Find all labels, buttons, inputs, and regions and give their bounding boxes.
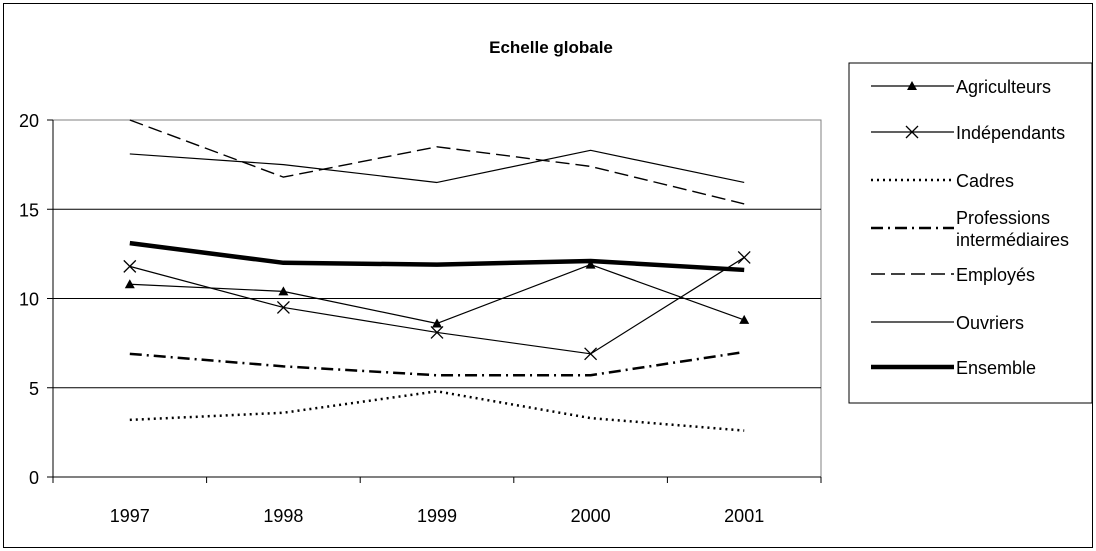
marker-x — [737, 250, 751, 264]
marker-triangle — [739, 314, 750, 324]
marker-x — [905, 125, 919, 139]
legend-box — [848, 62, 1093, 404]
legend-label: Indépendants — [956, 123, 1065, 143]
series-line-ouvriers — [129, 149, 745, 184]
legend-label: Ouvriers — [956, 313, 1024, 333]
marker-triangle — [124, 279, 135, 289]
legend-label: Agriculteurs — [956, 77, 1051, 97]
marker-triangle — [585, 259, 596, 269]
y-tick-label: 0 — [29, 468, 39, 488]
marker-triangle — [907, 81, 917, 90]
y-tick-label: 20 — [19, 111, 39, 131]
legend: Agriculteurs Indépendants Cadres Profession… — [848, 62, 1093, 404]
marker-x — [123, 259, 137, 273]
legend-label: Ensemble — [956, 358, 1036, 378]
marker-x — [584, 347, 598, 361]
x-tick-label: 1997 — [110, 506, 150, 526]
plot-area: 0 5 10 15 20 1997 1998 1999 2000 2001 — [19, 111, 822, 526]
series-line-employes — [129, 119, 745, 205]
series-line-professions-intermediaires — [129, 350, 745, 377]
legend-label: Employés — [956, 265, 1035, 285]
series-line-ensemble — [129, 240, 745, 273]
marker-triangle — [278, 286, 289, 296]
marker-x — [276, 300, 290, 314]
y-tick-label: 15 — [19, 200, 39, 220]
series-line-cadres — [129, 390, 745, 432]
marker-x — [430, 325, 444, 339]
x-tick-label: 1999 — [417, 506, 457, 526]
y-tick-label: 5 — [29, 379, 39, 399]
x-tick-label: 2001 — [724, 506, 764, 526]
chart-title: Echelle globale — [489, 38, 613, 57]
legend-label: Cadres — [956, 171, 1014, 191]
x-tick-label: 2000 — [571, 506, 611, 526]
y-tick-label: 10 — [19, 290, 39, 310]
series-line-independants — [129, 256, 745, 355]
marker-triangle — [432, 318, 442, 328]
x-tick-label: 1998 — [263, 506, 303, 526]
legend-label: Professions intermédiaires — [956, 208, 1069, 250]
